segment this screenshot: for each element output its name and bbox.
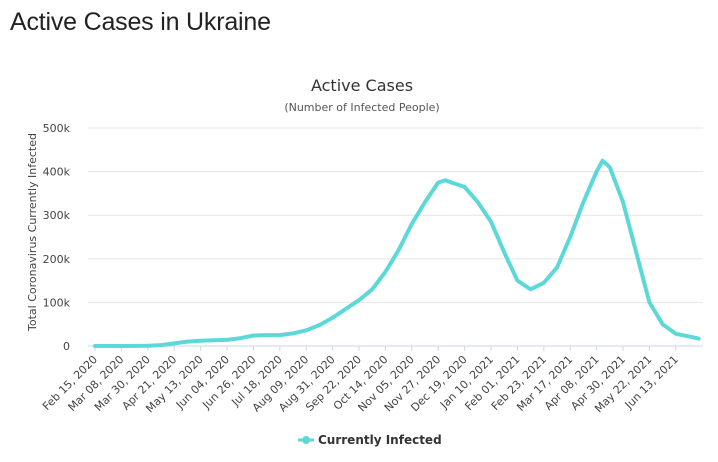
legend-series-dot xyxy=(302,436,310,444)
y-axis-title: Total Coronavirus Currently Infected xyxy=(26,133,39,332)
y-axis-tick-labels: 0 100k 200k 300k 400k 500k xyxy=(43,122,71,353)
y-tick-label: 0 xyxy=(63,340,70,353)
legend-label-currently-infected: Currently Infected xyxy=(318,433,442,447)
grid-lines xyxy=(88,127,703,303)
chart-title: Active Cases xyxy=(311,76,413,95)
y-tick-label: 500k xyxy=(43,122,71,135)
y-tick-label: 300k xyxy=(43,209,71,222)
y-tick-label: 400k xyxy=(43,166,71,179)
series-line-currently-infected xyxy=(93,158,701,348)
page-title: Active Cases in Ukraine xyxy=(10,8,271,36)
y-tick-label: 100k xyxy=(43,296,71,309)
series-layer xyxy=(93,158,701,348)
y-tick-label: 200k xyxy=(43,253,71,266)
legend[interactable]: Currently Infected xyxy=(298,433,442,447)
chart-subtitle: (Number of Infected People) xyxy=(284,101,439,114)
